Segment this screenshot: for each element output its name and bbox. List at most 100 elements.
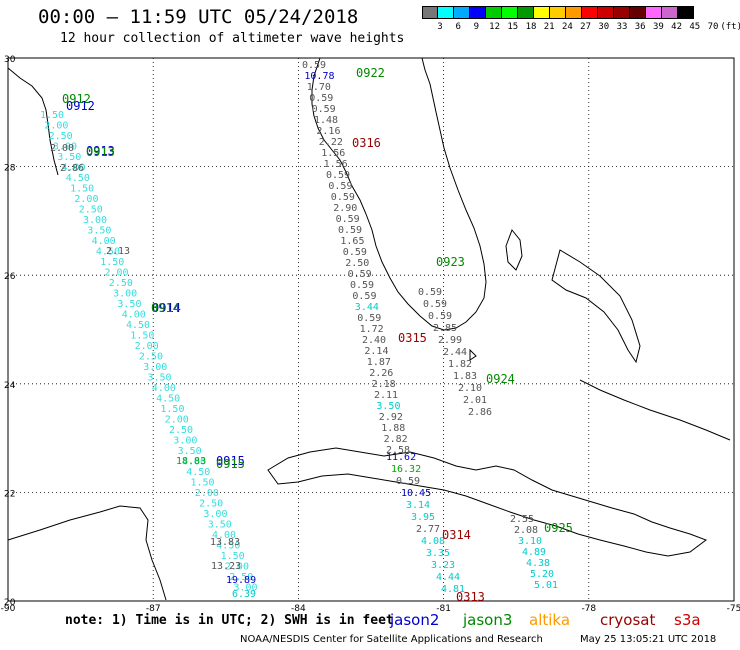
pass-id-label: 0923 bbox=[436, 255, 465, 269]
swh-label-se: 2.08 bbox=[514, 525, 538, 536]
scale-swatch bbox=[486, 6, 502, 19]
coast-gulf-north bbox=[7, 67, 59, 176]
scale-label: 42 bbox=[671, 22, 683, 32]
swh-label-east: 2.85 bbox=[433, 323, 457, 334]
swh-label-west-track: 4.00 bbox=[152, 383, 176, 394]
swh-label-west-track: 1.50 bbox=[160, 404, 184, 415]
swh-label-south: 3.14 bbox=[406, 500, 430, 511]
swh-label-center: 0.59 bbox=[348, 269, 372, 280]
swh-label-center: 2.82 bbox=[384, 434, 408, 445]
legend-jason2: jason2 bbox=[390, 611, 440, 629]
scale-label: 21 bbox=[543, 22, 555, 32]
swh-label-west-track: 3.50 bbox=[208, 520, 232, 531]
scale-label: 12 bbox=[489, 22, 501, 32]
swh-label-west-track: 4.50 bbox=[96, 247, 120, 258]
scale-label: 45 bbox=[689, 22, 701, 32]
scale-swatch bbox=[534, 6, 550, 19]
swh-label-se: 3.10 bbox=[518, 536, 542, 547]
swh-label-west-track: 2.50 bbox=[79, 205, 103, 216]
scale-swatch bbox=[550, 6, 566, 19]
x-tick-label: -90 bbox=[1, 604, 16, 614]
swh-label-center: 0.59 bbox=[312, 104, 336, 115]
swh-label-west-track: 4.50 bbox=[156, 394, 180, 405]
swh-label-west-track: 3.00 bbox=[143, 362, 167, 373]
swh-label-west-track: 4.00 bbox=[92, 236, 116, 247]
swh-label-center: 1.88 bbox=[381, 423, 405, 434]
swh-label-west-track: 4.00 bbox=[212, 530, 236, 541]
swh-label-center: 1.56 bbox=[324, 159, 348, 170]
swh-label-center: 0.59 bbox=[331, 192, 355, 203]
pass-id-label: 0915 bbox=[216, 454, 245, 468]
swh-label-west-track: 4.50 bbox=[126, 320, 150, 331]
swh-label-west-track: 2.00 bbox=[105, 268, 129, 279]
swh-label-east: 1.82 bbox=[448, 359, 472, 370]
scale-swatch bbox=[470, 6, 486, 19]
swh-label-west-track: 3.00 bbox=[53, 142, 77, 153]
swh-label-south: 10.45 bbox=[401, 488, 431, 499]
coast-bahamas-south bbox=[579, 379, 731, 441]
swh-label-east: 1.83 bbox=[453, 371, 477, 382]
scale-label: 18 bbox=[525, 22, 537, 32]
swh-label-center: 2.40 bbox=[362, 335, 386, 346]
scale-label: 27 bbox=[580, 22, 592, 32]
swh-label-east: 2.44 bbox=[443, 347, 467, 358]
scale-swatch bbox=[582, 6, 598, 19]
swh-label-west-track: 3.50 bbox=[178, 446, 202, 457]
color-scale-bar bbox=[422, 6, 694, 19]
scale-label: 36 bbox=[634, 22, 646, 32]
pass-id-label: 0315 bbox=[398, 331, 427, 345]
swh-label-center: 1.56 bbox=[321, 148, 345, 159]
scale-label: 33 bbox=[616, 22, 628, 32]
swh-label-east: 2.10 bbox=[458, 383, 482, 394]
y-tick-label: 20 bbox=[4, 598, 16, 608]
swh-label-east: 0.59 bbox=[428, 311, 452, 322]
scale-label: 30 bbox=[598, 22, 610, 32]
scale-swatch bbox=[662, 6, 678, 19]
swh-label-center: 2.16 bbox=[316, 126, 340, 137]
swh-label-west: 6.39 bbox=[232, 589, 256, 600]
pass-id-label: 0914 bbox=[152, 301, 181, 315]
swh-label-center: 10.78 bbox=[304, 71, 334, 82]
swh-label-west-track: 3.50 bbox=[117, 299, 141, 310]
swh-label-center: 1.48 bbox=[314, 115, 338, 126]
swh-label-south: 3.95 bbox=[411, 512, 435, 523]
swh-label-west-track: 3.50 bbox=[57, 152, 81, 163]
swh-label-west-track: 4.00 bbox=[182, 457, 206, 468]
swh-label-west-track: 4.00 bbox=[62, 163, 86, 174]
swh-label-west-track: 2.50 bbox=[139, 352, 163, 363]
scale-label: (ft) bbox=[720, 22, 740, 32]
credit-text: NOAA/NESDIS Center for Satellite Applica… bbox=[240, 634, 543, 645]
swh-label-west-track: 3.00 bbox=[234, 583, 258, 594]
swh-label-se: 2.55 bbox=[510, 514, 534, 525]
y-tick-label: 26 bbox=[4, 272, 16, 282]
swh-label-west-track: 2.50 bbox=[229, 572, 253, 583]
swh-label-south: 3.23 bbox=[431, 560, 455, 571]
swh-label-west-track: 3.50 bbox=[148, 373, 172, 384]
pass-id-label: 0913 bbox=[86, 145, 115, 159]
swh-label-se: 5.01 bbox=[534, 580, 558, 591]
swh-label-center: 2.22 bbox=[319, 137, 343, 148]
wave-height-labels: 0.5910.781.700.590.591.482.162.221.561.5… bbox=[40, 60, 573, 604]
swh-label-center: 2.14 bbox=[364, 346, 388, 357]
legend-jason3: jason3 bbox=[463, 611, 513, 629]
x-tick-label: -75 bbox=[727, 604, 740, 614]
swh-label-center: 0.59 bbox=[326, 170, 350, 181]
swh-label-center: 0.59 bbox=[352, 291, 376, 302]
swh-label-west-track: 1.50 bbox=[70, 184, 94, 195]
coast-florida bbox=[311, 57, 487, 331]
map-frame bbox=[7, 57, 735, 602]
pass-id-label: 0316 bbox=[352, 136, 381, 150]
scale-swatch bbox=[518, 6, 534, 19]
swh-label-center: 0.59 bbox=[338, 225, 362, 236]
swh-label-south: 3.35 bbox=[426, 548, 450, 559]
swh-label-west-track: 2.50 bbox=[109, 278, 133, 289]
swh-label-west-track: 4.50 bbox=[216, 541, 240, 552]
swh-label-west-track: 2.50 bbox=[199, 499, 223, 510]
y-tick-label: 28 bbox=[4, 164, 16, 174]
scale-label: 70 bbox=[707, 22, 719, 32]
pass-id-label: 0922 bbox=[356, 66, 385, 80]
scale-swatch bbox=[630, 6, 646, 19]
y-tick-label: 24 bbox=[4, 381, 16, 391]
